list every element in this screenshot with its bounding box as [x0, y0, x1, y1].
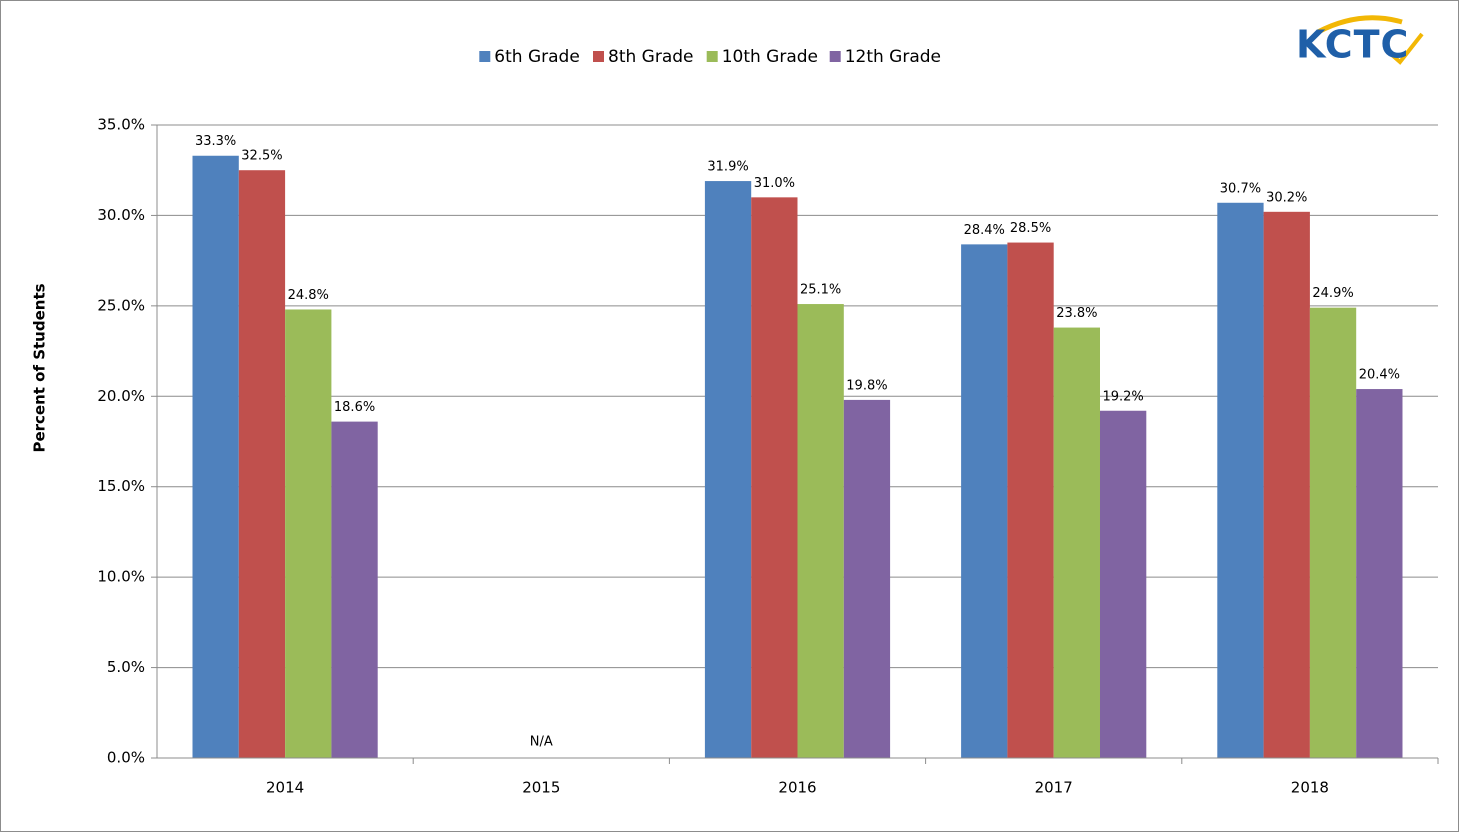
y-tick-label: 5.0% — [107, 658, 145, 676]
value-label: 18.6% — [334, 400, 375, 415]
logo-check — [1390, 32, 1424, 65]
bar — [797, 304, 844, 758]
bar — [1217, 202, 1264, 759]
bar — [331, 421, 378, 758]
bar — [961, 244, 1008, 758]
value-label: 19.8% — [846, 378, 887, 393]
logo-text: KCTC — [1296, 23, 1409, 67]
bar — [843, 399, 891, 758]
bar — [192, 155, 239, 758]
value-label: 20.4% — [1359, 368, 1400, 383]
x-tick-label: 2016 — [778, 779, 816, 797]
value-label: 33.3% — [195, 134, 236, 149]
legend-swatch — [829, 51, 841, 62]
legend-label: 10th Grade — [722, 47, 818, 67]
y-tick-label: 0.0% — [107, 749, 145, 767]
legend-label: 8th Grade — [608, 47, 694, 67]
value-label: 24.8% — [288, 288, 329, 303]
legend-swatch — [593, 51, 604, 62]
value-label: 30.7% — [1220, 181, 1261, 196]
y-tick-label: 25.0% — [97, 296, 145, 314]
value-label: 25.1% — [800, 283, 841, 298]
y-tick-label: 20.0% — [97, 387, 145, 405]
bar — [1309, 307, 1357, 758]
value-label: 31.0% — [754, 176, 795, 191]
x-tick-label: 2015 — [522, 779, 560, 797]
x-tick-label: 2017 — [1035, 779, 1073, 797]
bar — [1053, 327, 1100, 758]
value-label: 30.2% — [1266, 190, 1307, 205]
value-label: 32.5% — [241, 149, 282, 164]
value-label: 23.8% — [1056, 306, 1097, 321]
logo: KCTC — [1296, 15, 1424, 67]
legend-label: 12th Grade — [845, 47, 941, 67]
bar — [285, 309, 332, 758]
y-tick-label: 30.0% — [97, 206, 145, 224]
y-tick-label: 10.0% — [97, 568, 145, 586]
legend-label: 6th Grade — [494, 47, 580, 67]
value-label: 31.9% — [707, 160, 748, 175]
annotation: N/A — [530, 735, 553, 750]
legend: 6th Grade 8th Grade 10th Grade 12th Grade — [479, 47, 941, 67]
value-label: 28.5% — [1010, 221, 1051, 236]
y-axis-label: Percent of Students — [31, 283, 49, 452]
value-label: 24.9% — [1312, 286, 1353, 301]
bar — [238, 170, 286, 758]
bar — [704, 181, 752, 758]
bar — [1007, 242, 1054, 759]
bar — [1356, 389, 1403, 758]
bar — [751, 197, 798, 759]
y-tick-label: 15.0% — [97, 477, 145, 495]
x-tick-label: 2018 — [1291, 779, 1329, 797]
value-label: 19.2% — [1102, 389, 1143, 404]
x-tick-label: 2014 — [266, 779, 304, 797]
legend-swatch — [706, 51, 718, 62]
bar — [1263, 211, 1310, 759]
value-label: 28.4% — [964, 223, 1005, 238]
legend-swatch — [479, 51, 491, 62]
y-tick-label: 35.0% — [97, 116, 145, 134]
bar — [1100, 410, 1147, 758]
logo-swoosh — [1316, 15, 1403, 35]
